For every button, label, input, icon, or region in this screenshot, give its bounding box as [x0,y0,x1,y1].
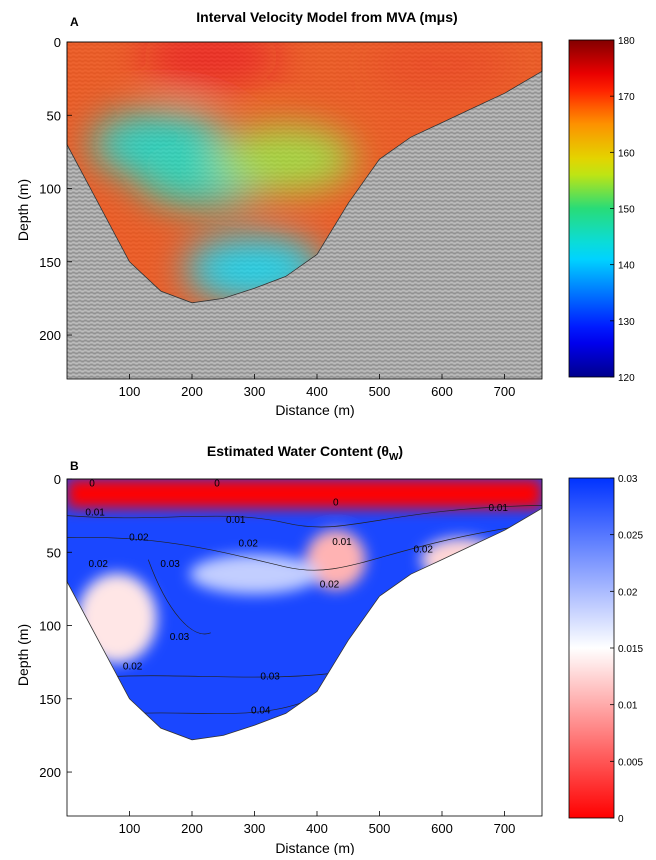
plot-frame [66,41,543,380]
colorbar-tick-label: 120 [618,373,635,384]
y-tick-label: 150 [39,692,61,707]
colorbar-tick-label: 0.03 [618,474,638,485]
colorbar-scale [568,477,615,819]
interface-line [66,41,543,304]
panel-a-y-axis-label: Depth (m) [15,179,31,241]
contour-label-5: 0.01 [332,537,352,548]
colorbar-tick-label: 0.02 [618,587,638,598]
contour-label-13: 0.03 [160,559,180,570]
contour-label-3: 0.01 [85,508,105,519]
y-tick-label: 200 [39,765,61,780]
x-tick-label: 400 [306,384,328,399]
y-tick-label: 200 [39,328,61,343]
panel-a-title: Interval Velocity Model from MVA (mμs) [196,9,457,25]
colorbar-tick-label: 180 [618,36,635,47]
contour-label-4: 0.01 [226,515,246,526]
panel-b-y-axis-label: Depth (m) [15,624,31,686]
x-tick-label: 400 [306,821,328,836]
panel-b-colorbar: 0.03 0.025 0.02 0.015 0.01 0.005 0 [568,474,643,825]
x-tick-label: 600 [431,384,453,399]
colorbar-tick-label: 0.015 [618,644,643,655]
contour-label-10: 0.02 [414,544,434,555]
contour-label-2: 0 [333,497,339,508]
contour-label-6: 0.01 [489,503,509,514]
colorbar-tick-label: 140 [618,261,635,272]
panel-b-plot-area: 0 0 0 0.01 0.01 0.01 0.01 0.02 0.02 0.02 0.02 0.02 0… [66,478,543,817]
panel-a: A Interval Velocity Model from MVA (mμs)… [15,9,635,418]
panel-b-x-axis-label: Distance (m) [275,840,354,855]
plot-frame [66,478,543,817]
y-tick-label: 100 [39,619,61,634]
y-tick-label: 0 [54,472,61,487]
contour-label-15: 0.03 [260,672,280,683]
x-tick-label: 100 [119,821,141,836]
panel-a-plot-area [66,41,543,380]
x-tick-label: 100 [119,384,141,399]
colorbar-scale [568,39,615,378]
x-tick-label: 300 [244,384,266,399]
contour-line-4 [135,701,305,714]
colorbar-tick-label: 0.025 [618,531,643,542]
y-tick-label: 150 [39,255,61,270]
y-tick-label: 0 [54,35,61,50]
panel-a-x-axis-label: Distance (m) [275,402,354,418]
velocity-region-1 [372,42,512,98]
contour-label-7: 0.02 [129,533,149,544]
y-tick-label: 50 [47,108,61,123]
interface-line [66,478,543,741]
contour-label-14: 0.03 [170,632,190,643]
panel-b-label: B [70,459,79,473]
contour-line-2 [147,559,211,635]
panel-b-y-ticks: 0 50 100 150 200 [39,472,72,780]
colorbar-tick-label: 0 [618,814,624,825]
x-tick-label: 700 [494,384,516,399]
contour-line-3 [104,669,361,678]
panel-a-label: A [70,15,79,29]
contour-lines [67,505,542,714]
panel-a-y-ticks: 0 50 100 150 200 [39,35,72,343]
panel-a-x-ticks: 100 200 300 400 500 600 700 [119,374,516,399]
x-tick-label: 300 [244,821,266,836]
contour-label-8: 0.02 [239,538,259,549]
contour-label-12: 0.02 [123,661,143,672]
x-tick-label: 600 [431,821,453,836]
x-tick-label: 500 [369,384,391,399]
contour-label-0: 0 [89,478,95,489]
panel-b-x-ticks: 100 200 300 400 500 600 700 [119,811,516,836]
x-tick-label: 500 [369,821,391,836]
colorbar-tick-label: 0.005 [618,757,643,768]
y-tick-label: 50 [47,545,61,560]
x-tick-label: 700 [494,821,516,836]
contour-label-9: 0.02 [89,559,109,570]
y-tick-label: 100 [39,182,61,197]
contour-line-1 [67,522,542,571]
velocity-region-0 [140,42,281,91]
contour-label-11: 0.02 [320,579,340,590]
velocity-region-4 [215,125,356,194]
colorbar-tick-label: 150 [618,205,635,216]
colorbar-tick-label: 0.01 [618,701,638,712]
panel-a-colorbar: 180 170 160 150 140 130 120 [568,36,635,384]
x-tick-label: 200 [181,821,203,836]
colorbar-tick-label: 170 [618,92,635,103]
x-tick-label: 200 [181,384,203,399]
panel-b: B Estimated Water Content (θW) 0 000.010.… [15,443,643,856]
colorbar-tick-label: 130 [618,317,635,328]
colorbar-tick-label: 160 [618,148,635,159]
contour-line-0 [67,505,542,528]
panel-b-title: Estimated Water Content (θW) [207,443,403,463]
contour-label-16: 0.04 [251,705,271,716]
contour-label-1: 0 [214,478,220,489]
